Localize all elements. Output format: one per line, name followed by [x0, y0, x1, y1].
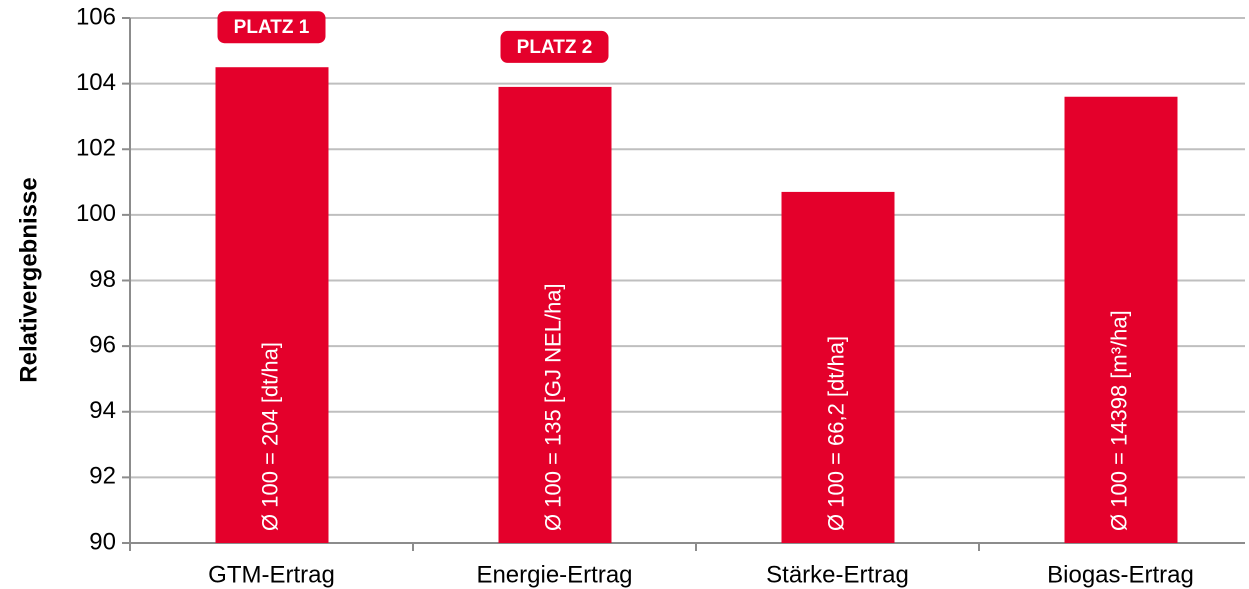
bar	[1064, 96, 1178, 543]
annotation: PLATZ 1	[234, 17, 310, 38]
bar-label: Ø 100 = 135 [GJ NEL/ha]	[540, 283, 565, 531]
badge	[500, 30, 609, 63]
x-tick-label: Biogas-Ertrag	[1047, 561, 1194, 588]
y-axis-label: Relativergebnisse	[15, 177, 42, 382]
y-tick-label: 94	[89, 397, 116, 424]
y-tick-label: 104	[76, 69, 116, 96]
x-tick-label: GTM-Ertrag	[208, 561, 335, 588]
bar	[215, 67, 329, 543]
bar-label: Ø 100 = 66,2 [dt/ha]	[823, 336, 848, 531]
y-tick-label: 98	[89, 266, 116, 293]
bar-label: Ø 100 = 14398 [m³/ha]	[1106, 310, 1131, 531]
y-tick-label: 106	[76, 3, 116, 30]
annotation: PLATZ 2	[517, 37, 593, 58]
y-tick-label: 96	[89, 331, 116, 358]
badge	[217, 11, 326, 44]
bar	[498, 86, 612, 543]
x-tick-label: Energie-Ertrag	[476, 561, 632, 588]
x-tick-label: Stärke-Ertrag	[766, 561, 909, 588]
bar-label: Ø 100 = 204 [dt/ha]	[257, 342, 282, 531]
y-tick-label: 100	[76, 200, 116, 227]
bar	[781, 191, 895, 543]
y-tick-label: 102	[76, 135, 116, 162]
y-tick-label: 90	[89, 528, 116, 555]
y-tick-label: 92	[89, 463, 116, 490]
